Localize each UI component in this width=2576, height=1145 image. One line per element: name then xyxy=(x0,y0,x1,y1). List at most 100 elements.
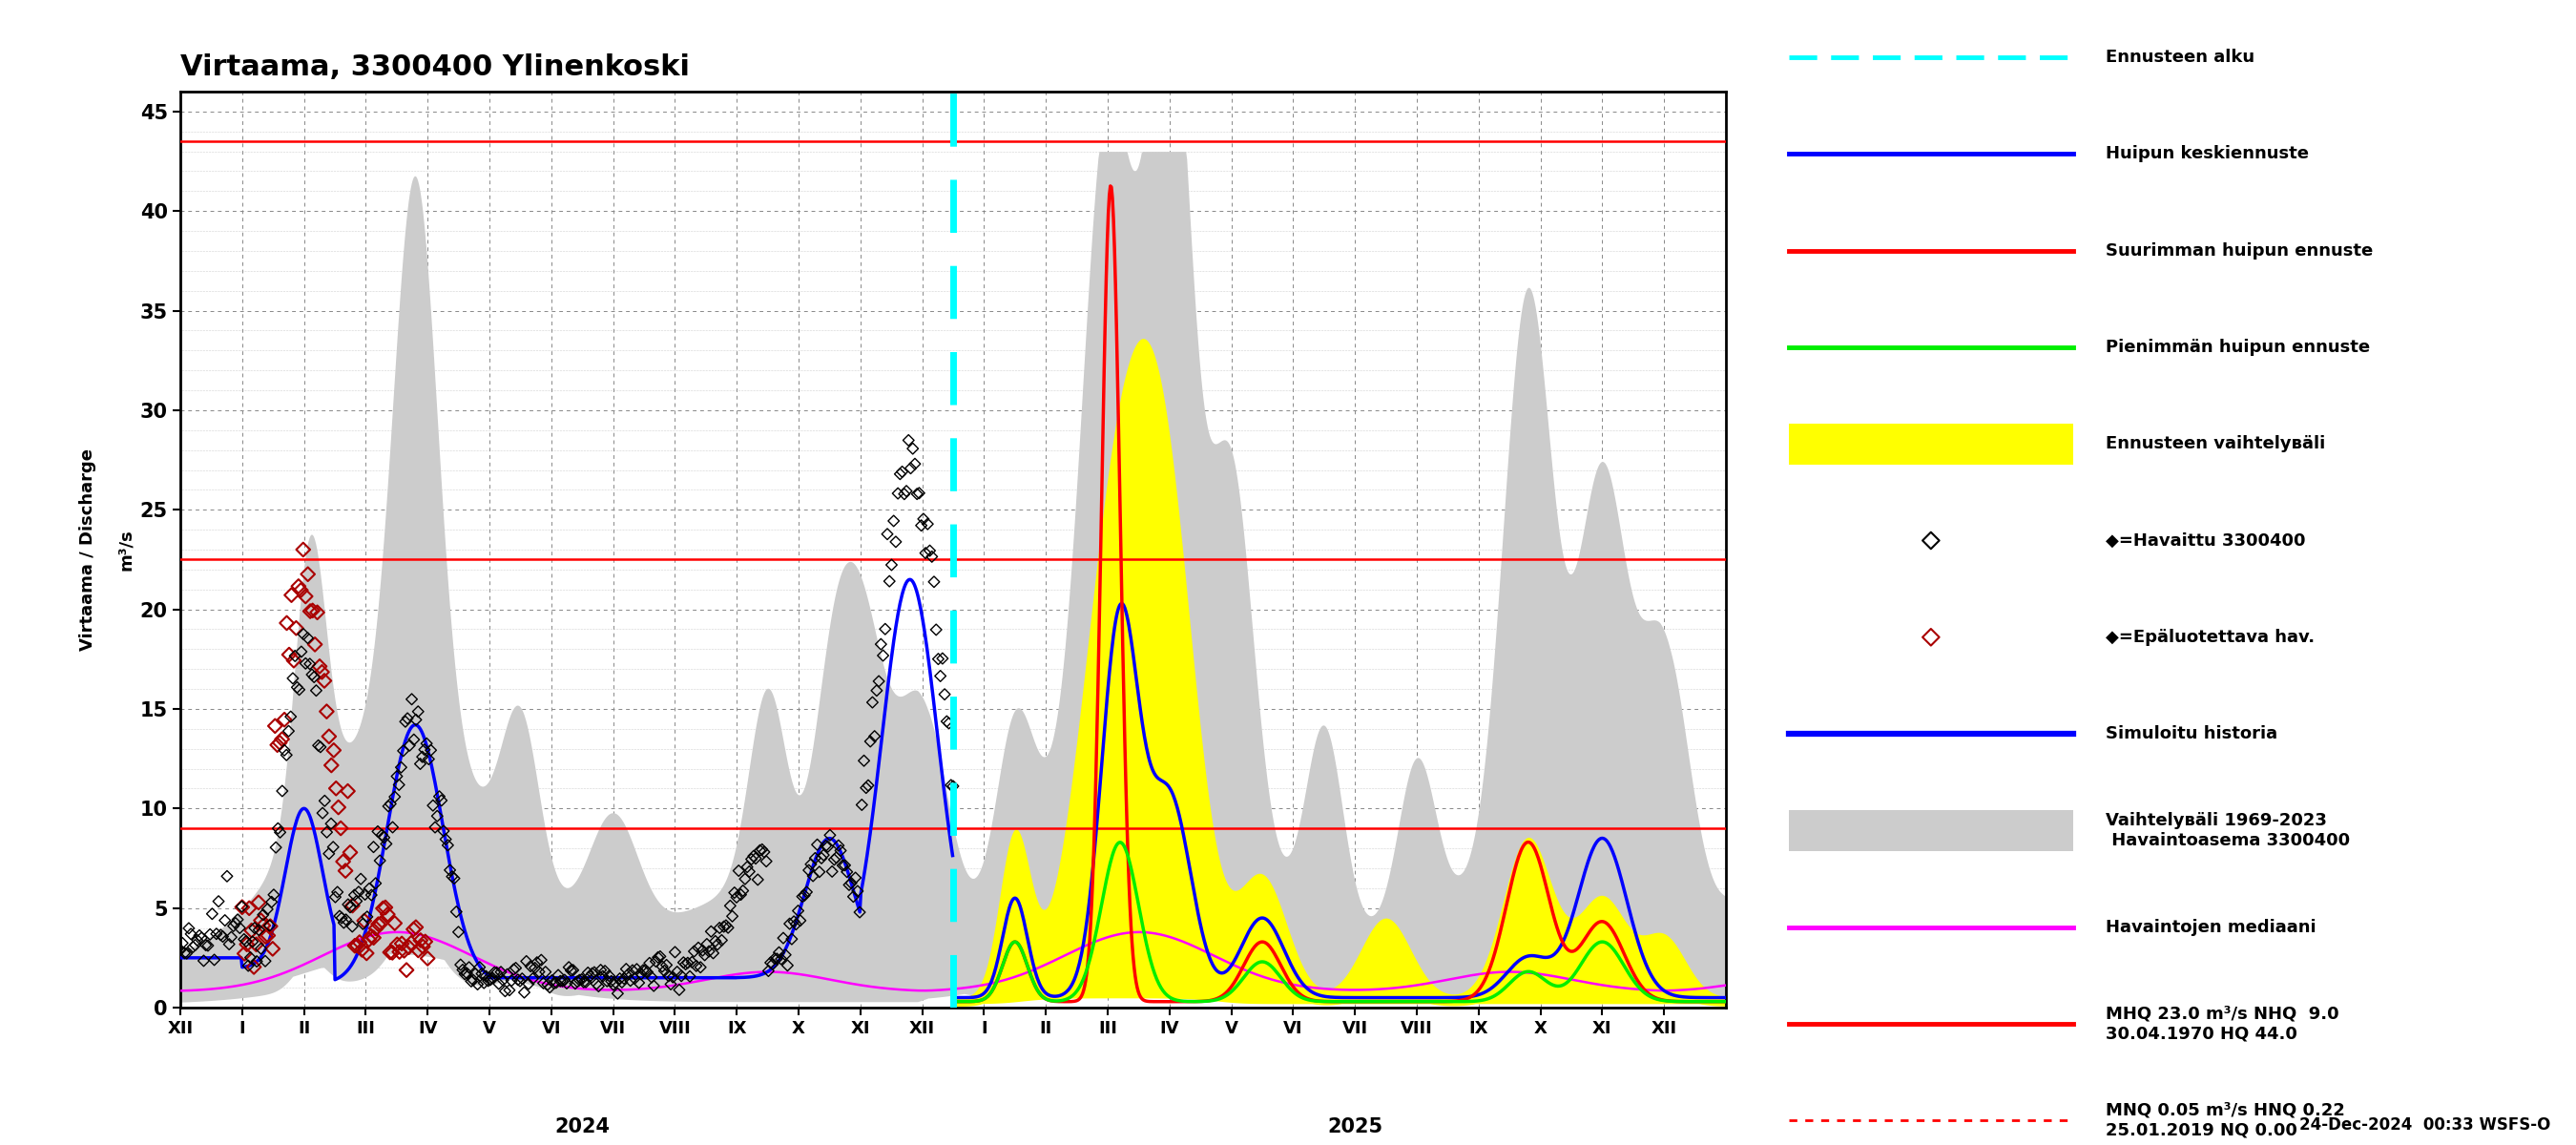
Point xyxy=(314,780,355,798)
Point xyxy=(332,917,374,935)
Point xyxy=(392,934,433,953)
Point xyxy=(796,836,837,854)
Point xyxy=(286,587,327,606)
Point xyxy=(250,917,291,935)
Point xyxy=(647,956,688,974)
Point xyxy=(554,974,595,993)
Point xyxy=(319,819,361,837)
Point xyxy=(371,819,412,837)
Point xyxy=(273,669,314,687)
Point xyxy=(801,848,842,867)
Point xyxy=(528,978,569,996)
Text: Vaihtelувäli 1969-2023
 Havaintoasema 3300400: Vaihtelувäli 1969-2023 Havaintoasema 330… xyxy=(2105,812,2349,848)
Point xyxy=(845,779,886,797)
Point xyxy=(819,842,860,860)
Point xyxy=(732,850,773,868)
Text: Ennusteen vaihtelувäli: Ennusteen vaihtelувäli xyxy=(2105,435,2326,452)
Point xyxy=(453,971,495,989)
Point xyxy=(389,736,430,755)
Point xyxy=(252,940,294,958)
Point xyxy=(191,905,232,923)
Point xyxy=(641,957,683,976)
Point xyxy=(786,883,827,901)
Point xyxy=(348,908,389,926)
Text: 24-Dec-2024  00:33 WSFS-O: 24-Dec-2024 00:33 WSFS-O xyxy=(2298,1116,2550,1134)
Point xyxy=(469,971,510,989)
Point xyxy=(384,941,425,960)
Point xyxy=(294,668,335,686)
Point xyxy=(618,973,659,992)
Point xyxy=(283,540,325,559)
Point xyxy=(312,838,353,856)
Point xyxy=(507,974,549,993)
Point xyxy=(348,931,389,949)
Point xyxy=(716,889,757,907)
Point xyxy=(232,932,273,950)
Point xyxy=(386,961,428,979)
Point xyxy=(355,919,397,938)
Point xyxy=(902,516,943,535)
Point xyxy=(214,917,255,935)
Point xyxy=(711,907,752,925)
Point xyxy=(920,666,961,685)
Point xyxy=(301,804,343,822)
Point xyxy=(672,953,714,971)
Point xyxy=(742,840,783,859)
Point xyxy=(394,918,435,937)
Point xyxy=(464,973,505,992)
Point xyxy=(430,868,471,886)
Point xyxy=(721,885,762,903)
Point xyxy=(495,958,536,977)
Point xyxy=(379,942,420,961)
Text: Virtaama, 3300400 Ylinenkoski: Virtaama, 3300400 Ylinenkoski xyxy=(180,54,690,81)
Point xyxy=(252,885,294,903)
Point xyxy=(234,958,276,977)
Point xyxy=(729,862,770,881)
Point xyxy=(479,963,520,981)
Text: Ennusteen alku: Ennusteen alku xyxy=(2105,48,2254,65)
Point xyxy=(770,930,811,948)
Text: ◆=Epäluotettava hav.: ◆=Epäluotettava hav. xyxy=(2105,629,2313,646)
Point xyxy=(811,862,853,881)
Point xyxy=(183,951,224,970)
Point xyxy=(368,906,410,924)
Point xyxy=(680,958,721,977)
Point xyxy=(778,901,819,919)
Point xyxy=(531,971,572,989)
Point xyxy=(420,788,461,806)
Point xyxy=(858,672,899,690)
Point xyxy=(335,937,376,955)
Point xyxy=(371,795,412,813)
Point xyxy=(278,577,319,595)
Text: Virtaama / Discharge: Virtaama / Discharge xyxy=(80,449,95,650)
Point xyxy=(889,432,930,450)
Point xyxy=(384,712,425,731)
Point xyxy=(214,914,255,932)
Point xyxy=(350,886,392,905)
Point xyxy=(345,945,386,963)
Point xyxy=(358,915,399,933)
Point xyxy=(173,938,214,956)
Point xyxy=(866,524,907,543)
Point xyxy=(752,955,793,973)
Point xyxy=(907,515,948,534)
Point xyxy=(327,782,368,800)
Point xyxy=(234,935,276,954)
Point xyxy=(240,911,281,930)
Point xyxy=(634,977,675,995)
Point xyxy=(621,965,662,984)
Point xyxy=(322,909,363,927)
Point xyxy=(685,935,726,954)
Point xyxy=(556,972,598,990)
Point xyxy=(270,708,312,726)
Point xyxy=(603,970,644,988)
Point xyxy=(255,717,296,735)
Point xyxy=(884,484,925,503)
Point xyxy=(227,935,268,954)
Point xyxy=(757,943,799,962)
Point xyxy=(309,727,350,745)
Point xyxy=(891,440,933,458)
Point xyxy=(314,741,355,759)
Point xyxy=(276,619,317,638)
Point xyxy=(283,625,325,643)
